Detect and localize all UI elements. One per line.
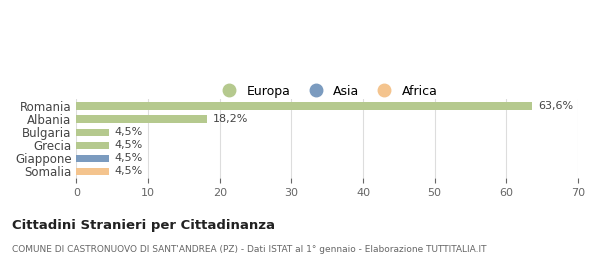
Bar — [76, 142, 109, 149]
Legend: Europa, Asia, Africa: Europa, Asia, Africa — [212, 80, 443, 103]
Text: 4,5%: 4,5% — [115, 140, 143, 150]
Text: 63,6%: 63,6% — [538, 101, 573, 111]
Text: 4,5%: 4,5% — [115, 153, 143, 163]
Text: 4,5%: 4,5% — [115, 166, 143, 176]
Bar — [76, 115, 207, 123]
Bar — [76, 128, 109, 136]
Text: COMUNE DI CASTRONUOVO DI SANT'ANDREA (PZ) - Dati ISTAT al 1° gennaio - Elaborazi: COMUNE DI CASTRONUOVO DI SANT'ANDREA (PZ… — [12, 245, 487, 254]
Text: 18,2%: 18,2% — [212, 114, 248, 124]
Bar — [76, 168, 109, 175]
Bar — [76, 155, 109, 162]
Bar — [76, 102, 532, 110]
Text: Cittadini Stranieri per Cittadinanza: Cittadini Stranieri per Cittadinanza — [12, 219, 275, 232]
Text: 4,5%: 4,5% — [115, 127, 143, 137]
